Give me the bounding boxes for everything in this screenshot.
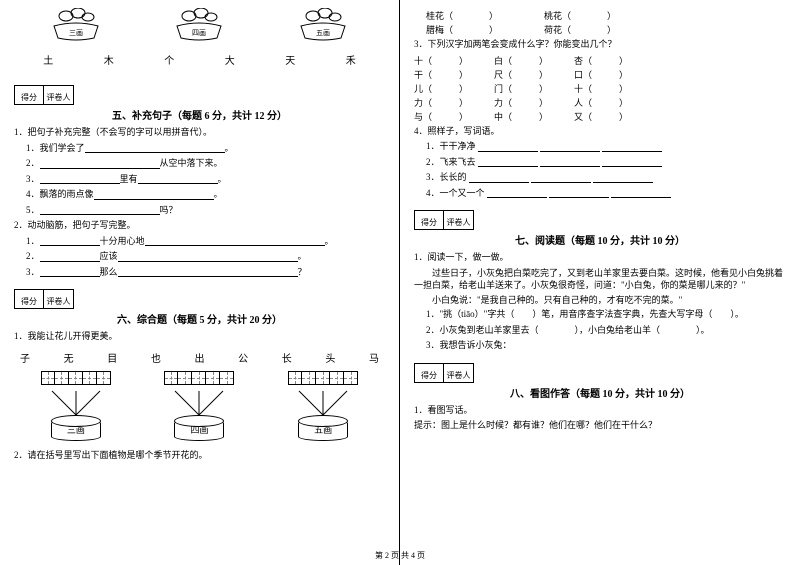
char: 无	[64, 350, 74, 365]
pot-row: 三画 四画 五画	[14, 8, 385, 42]
grader-cell: 评卷人	[444, 363, 474, 383]
char: 天	[285, 52, 295, 67]
q5-2-2: 2．应该。	[26, 250, 385, 264]
score-cell: 得分	[414, 363, 444, 383]
q5-1-3: 3．里有。	[26, 173, 385, 187]
drum-3: 五画	[298, 419, 348, 441]
section-5-title: 五、补充句子（每题 6 分，共计 12 分）	[14, 107, 385, 122]
right-column: 桂花（ ） 桃花（ ） 腊梅（ ） 荷花（ ） 3．下列汉字加两笔会变成什么字？…	[400, 0, 800, 565]
q5-2-3: 3．那么？	[26, 266, 385, 280]
grid-box-2: 四画	[164, 371, 234, 441]
q4-2: 2．飞来飞去	[426, 156, 786, 170]
q3-row: 十（ ）白（ ）杏（ ）	[414, 54, 786, 67]
char: 目	[107, 350, 117, 365]
plant: 腊梅（ ）	[426, 23, 498, 36]
q7-1-2: 2．小灰兔到老山羊家里去（ ），小白兔给老山羊（ ）。	[426, 324, 786, 338]
q3-row: 力（ ）力（ ）人（ ）	[414, 96, 786, 109]
svg-text:五画: 五画	[316, 29, 330, 37]
flower-pot-icon: 五画	[295, 8, 351, 42]
q5-1-2: 2．从空中落下来。	[26, 157, 385, 171]
char: 个	[164, 52, 174, 67]
score-box: 得分 评卷人	[414, 363, 786, 383]
grader-cell: 评卷人	[44, 85, 74, 105]
fan-lines-icon	[169, 389, 229, 417]
section-8-title: 八、看图作答（每题 10 分，共计 10 分）	[414, 385, 786, 400]
char-row-1: 土 木 个 大 天 禾	[18, 52, 381, 67]
score-box: 得分 评卷人	[14, 289, 385, 309]
q7-1-3: 3．我想告诉小灰兔：	[426, 339, 786, 353]
q5-1-5: 5．吗？	[26, 204, 385, 218]
grid-box-3: 五画	[288, 371, 358, 441]
flower-pot-icon: 三画	[48, 8, 104, 42]
section-7-title: 七、阅读题（每题 10 分，共计 10 分）	[414, 232, 786, 247]
grid-row: 三画 四画 五画	[14, 371, 385, 441]
page-footer: 第 2 页 共 4 页	[0, 550, 800, 561]
q3-title: 3．下列汉字加两笔会变成什么字？你能变出几个？	[414, 38, 786, 52]
q8-hint: 提示：图上是什么时候？都有谁？他们在哪？他们在干什么？	[414, 419, 786, 433]
plant: 桃花（ ）	[544, 9, 616, 22]
plant-row-1: 桂花（ ） 桃花（ ）	[414, 9, 786, 22]
q5-1-4: 4．飘落的雨点像。	[26, 188, 385, 202]
char: 公	[238, 350, 248, 365]
passage-2: 小白兔说："是我自己种的。只有自己种的，才有吃不完的菜。"	[414, 294, 786, 307]
char: 长	[282, 350, 292, 365]
q5-1-1: 1．我们学会了。	[26, 142, 385, 156]
q6-1: 1．我能让花儿开得更美。	[14, 330, 385, 344]
pot-2: 四画	[171, 8, 227, 42]
plant-row-2: 腊梅（ ） 荷花（ ）	[414, 23, 786, 36]
passage-1: 过些日子，小灰兔把白菜吃完了，又到老山羊家里去要白菜。这时候，他看见小白兔挑着一…	[414, 267, 786, 292]
q7-1: 1．阅读一下，做一做。	[414, 251, 786, 265]
q3-row: 儿（ ）门（ ）十（ ）	[414, 82, 786, 95]
score-box: 得分 评卷人	[14, 85, 385, 105]
char: 禾	[346, 52, 356, 67]
grid-box-1: 三画	[41, 371, 111, 441]
drum-1: 三画	[51, 419, 101, 441]
grader-cell: 评卷人	[444, 210, 474, 230]
q3-row: 与（ ）中（ ）又（ ）	[414, 110, 786, 123]
section-6-title: 六、综合题（每题 5 分，共计 20 分）	[14, 311, 385, 326]
char-row-2: 子 无 目 也 出 公 长 头 马	[20, 350, 379, 365]
flower-pot-icon: 四画	[171, 8, 227, 42]
q3-row: 干（ ）尺（ ）口（ ）	[414, 68, 786, 81]
char: 木	[104, 52, 114, 67]
pot-1: 三画	[48, 8, 104, 42]
q3-rows: 十（ ）白（ ）杏（ ） 干（ ）尺（ ）口（ ） 儿（ ）门（ ）十（ ） 力…	[414, 54, 786, 123]
q5-1: 1．把句子补充完整（不会写的字可以用拼音代）。	[14, 126, 385, 140]
char: 土	[43, 52, 53, 67]
char: 头	[325, 350, 335, 365]
q7-1-1: 1．"挑（tiāo）"字共（ ）笔，用音序查字法查字典，先查大写字母（ ）。	[426, 308, 786, 322]
q4-3: 3．长长的	[426, 171, 786, 185]
q4-1: 1．干干净净	[426, 140, 786, 154]
q5-2-1: 1．十分用心地。	[26, 235, 385, 249]
plant: 桂花（ ）	[426, 9, 498, 22]
fan-lines-icon	[46, 389, 106, 417]
char: 马	[369, 350, 379, 365]
left-column: 三画 四画 五画 土 木 个 大 天 禾	[0, 0, 400, 565]
score-cell: 得分	[14, 85, 44, 105]
svg-text:三画: 三画	[69, 29, 83, 37]
char: 出	[195, 350, 205, 365]
score-cell: 得分	[414, 210, 444, 230]
char: 也	[151, 350, 161, 365]
score-box: 得分 评卷人	[414, 210, 786, 230]
score-cell: 得分	[14, 289, 44, 309]
q8-1: 1．看图写话。	[414, 404, 786, 418]
grader-cell: 评卷人	[44, 289, 74, 309]
drum-2: 四画	[174, 419, 224, 441]
q4-title: 4．照样子，写词语。	[414, 125, 786, 139]
pot-3: 五画	[295, 8, 351, 42]
fan-lines-icon	[293, 389, 353, 417]
svg-text:四画: 四画	[192, 29, 206, 37]
char: 大	[225, 52, 235, 67]
q4-4: 4．一个又一个	[426, 187, 786, 201]
char: 子	[20, 350, 30, 365]
q5-2: 2．动动脑筋，把句子写完整。	[14, 219, 385, 233]
q6-2: 2．请在括号里写出下面植物是哪个季节开花的。	[14, 449, 385, 463]
plant: 荷花（ ）	[544, 23, 616, 36]
